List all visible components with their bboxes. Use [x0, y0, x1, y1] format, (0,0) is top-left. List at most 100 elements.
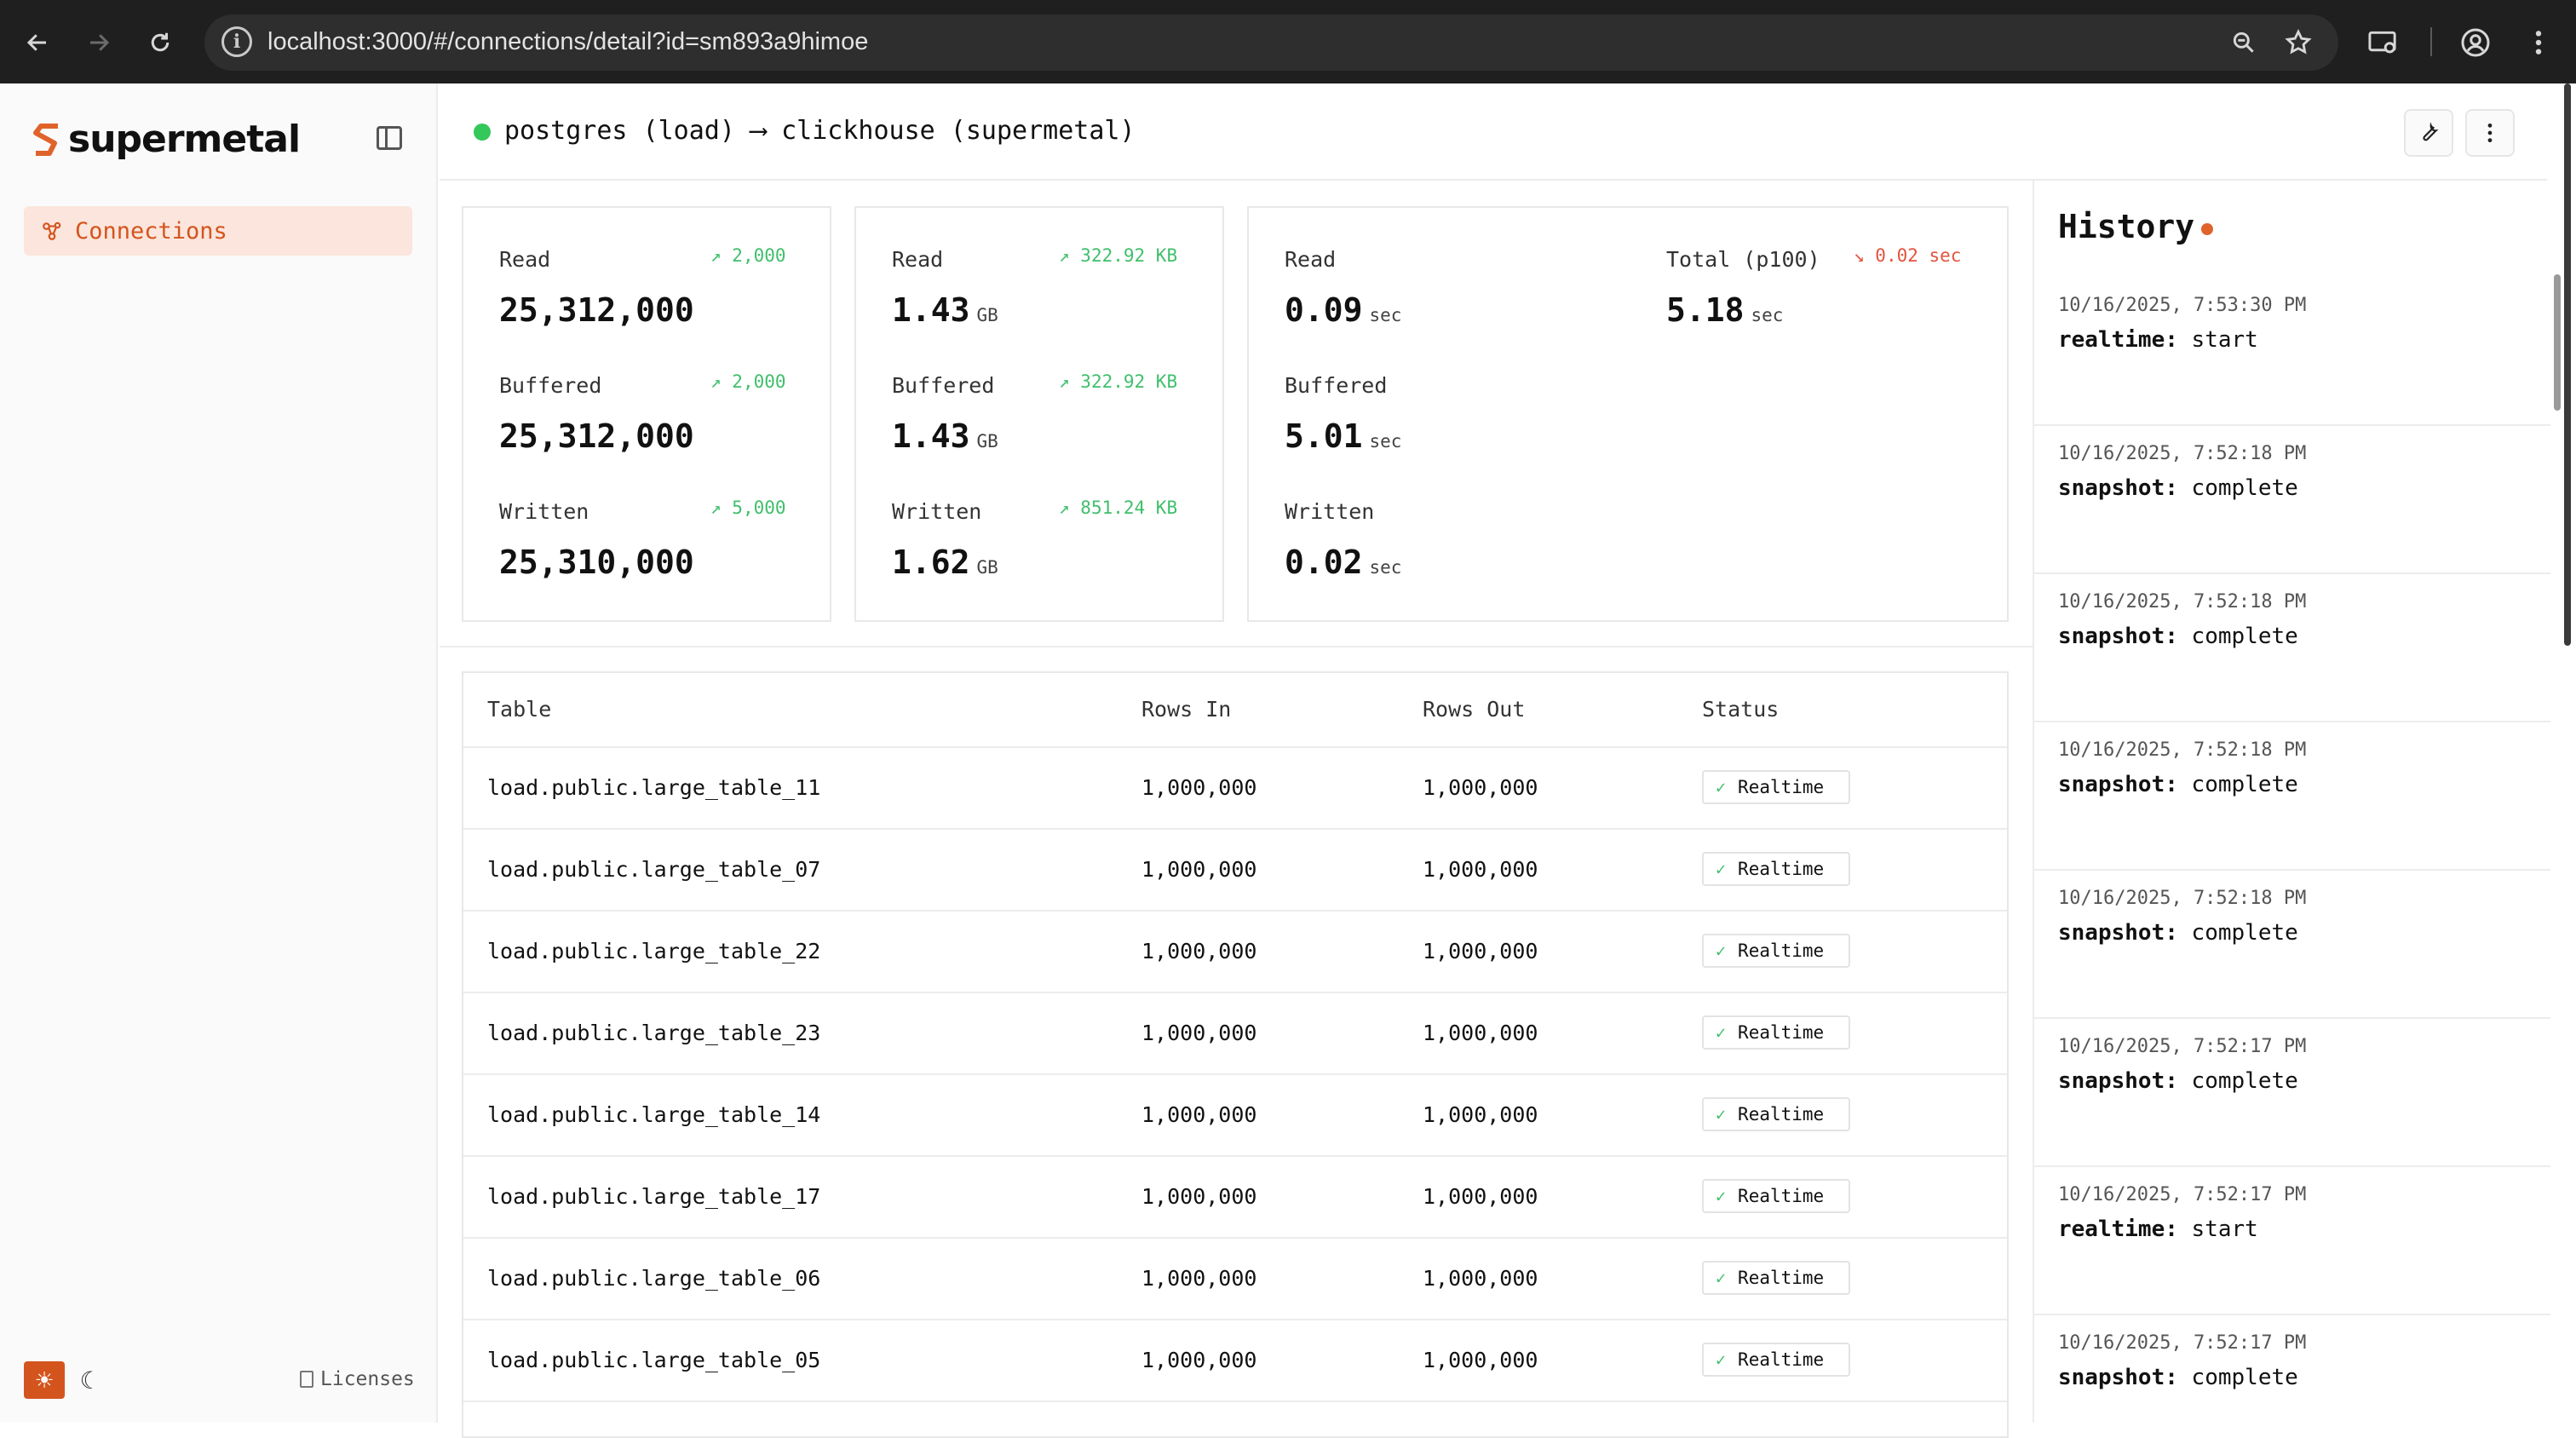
table-name-cell[interactable]: load.public.large_table_17	[487, 1184, 821, 1209]
status-badge: ✓ Realtime	[1702, 1343, 1850, 1377]
table-row[interactable]: load.public.large_table_14 1,000,000 1,000…	[463, 1075, 2007, 1157]
rows-out-cell: 1,000,000	[1423, 1348, 1538, 1372]
latency-metrics-card: Read 0.09 sec Total (p100) ↘ 0.02 sec 5.1…	[1247, 206, 2009, 622]
address-bar[interactable]: i localhost:3000/#/connections/detail?id…	[204, 14, 2338, 71]
page-scrollbar[interactable]	[2564, 83, 2571, 646]
total-latency-label: Total (p100)	[1666, 247, 1820, 272]
table-row[interactable]: load.public.large_table_23 1,000,000 1,000…	[463, 993, 2007, 1075]
history-item: 10/16/2025, 7:52:17 PM snapshot: complete	[2034, 1315, 2550, 1423]
column-header-status[interactable]: Status	[1702, 697, 1780, 722]
connection-title: postgres (load) ⟶ clickhouse (supermetal…	[504, 116, 1136, 146]
rows-in-cell: 1,000,000	[1141, 1021, 1257, 1045]
table-name-cell[interactable]: load.public.large_table_06	[487, 1266, 821, 1291]
read-rows-delta: ↗ 2,000	[710, 245, 786, 266]
written-bytes-value: 1.62 GB	[892, 544, 998, 581]
history-timestamp: 10/16/2025, 7:52:18 PM	[2058, 443, 2307, 464]
rows-in-cell: 1,000,000	[1141, 939, 1257, 963]
rows-out-cell: 1,000,000	[1423, 1021, 1538, 1045]
history-event: snapshot: complete	[2058, 1365, 2298, 1390]
table-name-cell[interactable]: load.public.large_table_07	[487, 857, 821, 882]
bookmark-star-icon[interactable]	[2280, 24, 2317, 61]
history-timestamp: 10/16/2025, 7:53:30 PM	[2058, 295, 2307, 316]
table-name-cell[interactable]: load.public.large_table_05	[487, 1348, 821, 1372]
history-timestamp: 10/16/2025, 7:52:18 PM	[2058, 888, 2307, 909]
connections-icon	[43, 221, 61, 240]
profile-icon[interactable]	[2457, 24, 2494, 61]
read-bytes-delta: ↗ 322.92 KB	[1059, 245, 1178, 266]
dark-theme-button[interactable]: ☾	[72, 1361, 109, 1399]
check-icon: ✓	[1716, 1186, 1727, 1206]
rows-in-cell: 1,000,000	[1141, 1266, 1257, 1291]
table-name-cell[interactable]: load.public.large_table_11	[487, 775, 821, 800]
table-name-cell[interactable]: load.public.large_table_23	[487, 1021, 821, 1045]
wrench-icon	[2423, 122, 2439, 141]
more-options-button[interactable]	[2465, 109, 2515, 157]
document-icon	[300, 1371, 313, 1388]
read-rows-label: Read	[499, 247, 551, 272]
history-event: snapshot: complete	[2058, 1068, 2298, 1094]
forward-icon[interactable]	[77, 20, 121, 65]
history-item: 10/16/2025, 7:52:18 PM snapshot: complete	[2034, 722, 2550, 871]
back-icon[interactable]	[15, 20, 60, 65]
table-row[interactable]: load.public.large_table_06 1,000,000 1,000…	[463, 1239, 2007, 1320]
status-badge: ✓ Realtime	[1702, 934, 1850, 968]
rows-out-cell: 1,000,000	[1423, 1184, 1538, 1209]
column-header-rows-out[interactable]: Rows Out	[1423, 697, 1526, 722]
browser-toolbar: i localhost:3000/#/connections/detail?id…	[0, 0, 2576, 83]
rows-in-cell: 1,000,000	[1141, 775, 1257, 800]
check-icon: ✓	[1716, 940, 1727, 961]
history-item: 10/16/2025, 7:52:17 PM snapshot: complete	[2034, 1019, 2550, 1167]
history-event: realtime: start	[2058, 1217, 2258, 1242]
buffered-latency-value: 5.01 sec	[1285, 417, 1402, 455]
history-panel: History 10/16/2025, 7:53:30 PM realtime: …	[2033, 181, 2550, 1423]
history-timestamp: 10/16/2025, 7:52:18 PM	[2058, 739, 2307, 761]
column-header-table[interactable]: Table	[487, 697, 552, 722]
sidebar-item-connections[interactable]: Connections	[24, 206, 412, 256]
history-timestamp: 10/16/2025, 7:52:17 PM	[2058, 1036, 2307, 1057]
history-event: snapshot: complete	[2058, 475, 2298, 501]
sidebar-toggle-icon[interactable]	[377, 126, 402, 150]
site-info-icon[interactable]: i	[221, 26, 252, 57]
history-item: 10/16/2025, 7:52:18 PM snapshot: complete	[2034, 426, 2550, 574]
table-row[interactable]: load.public.large_table_05 1,000,000 1,000…	[463, 1320, 2007, 1402]
table-row[interactable]: load.public.large_table_17 1,000,000 1,000…	[463, 1157, 2007, 1239]
column-header-rows-in[interactable]: Rows In	[1141, 697, 1232, 722]
moon-icon: ☾	[79, 1366, 101, 1394]
table-name-cell[interactable]: load.public.large_table_14	[487, 1102, 821, 1127]
cast-icon[interactable]	[2365, 24, 2402, 61]
light-theme-button[interactable]: ☀	[24, 1361, 65, 1399]
buffered-bytes-delta: ↗ 322.92 KB	[1059, 371, 1178, 392]
rows-out-cell: 1,000,000	[1423, 775, 1538, 800]
vertical-dots-icon	[2487, 123, 2493, 143]
logo[interactable]: supermetal	[32, 118, 301, 161]
rows-in-cell: 1,000,000	[1141, 1184, 1257, 1209]
rows-in-cell: 1,000,000	[1141, 1102, 1257, 1127]
sidebar: supermetal Connections ☀ ☾ Licenses	[0, 83, 438, 1423]
history-scrollbar[interactable]	[2554, 274, 2561, 411]
buffered-rows-delta: ↗ 2,000	[710, 371, 786, 392]
tables-table: Table Rows In Rows Out Status load.publi…	[462, 671, 2009, 1438]
kebab-menu-icon[interactable]	[2520, 24, 2557, 61]
status-badge: ✓ Realtime	[1702, 1015, 1850, 1050]
rows-in-cell: 1,000,000	[1141, 1348, 1257, 1372]
history-event: snapshot: complete	[2058, 772, 2298, 797]
sun-icon: ☀	[34, 1366, 55, 1393]
history-event: snapshot: complete	[2058, 920, 2298, 946]
table-row[interactable]: load.public.large_table_22 1,000,000 1,000…	[463, 912, 2007, 993]
reload-icon[interactable]	[138, 20, 182, 65]
history-item: 10/16/2025, 7:52:18 PM snapshot: complete	[2034, 871, 2550, 1019]
zoom-icon[interactable]	[2225, 24, 2263, 61]
table-header-row: Table Rows In Rows Out Status	[463, 673, 2007, 748]
table-row[interactable]: load.public.large_table_07 1,000,000 1,000…	[463, 830, 2007, 912]
settings-wrench-button[interactable]	[2404, 109, 2453, 157]
table-name-cell[interactable]: load.public.large_table_22	[487, 939, 821, 963]
history-item: 10/16/2025, 7:53:30 PM realtime: start	[2034, 278, 2550, 426]
history-title: History	[2058, 208, 2195, 245]
licenses-link[interactable]: Licenses	[300, 1368, 415, 1390]
url-text[interactable]: localhost:3000/#/connections/detail?id=s…	[267, 28, 869, 55]
written-latency-value: 0.02 sec	[1285, 544, 1402, 581]
written-bytes-delta: ↗ 851.24 KB	[1059, 498, 1178, 518]
read-latency-label: Read	[1285, 247, 1337, 272]
status-badge: ✓ Realtime	[1702, 1179, 1850, 1213]
table-row[interactable]: load.public.large_table_11 1,000,000 1,000…	[463, 748, 2007, 830]
